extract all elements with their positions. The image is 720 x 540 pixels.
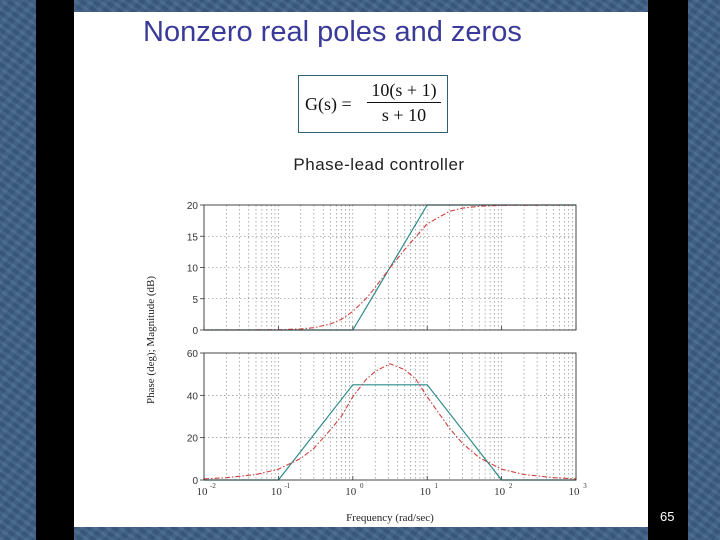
slide-number: 65	[660, 509, 675, 524]
x-tick-base: 10	[197, 486, 209, 498]
formula-fraction: 10(s + 1) s + 10	[365, 79, 443, 126]
phase-exact-curve	[203, 363, 577, 480]
y-tick-label: 15	[187, 232, 199, 243]
x-tick-exponent: 0	[360, 482, 364, 490]
y-tick-label: 10	[187, 264, 199, 275]
x-tick-base: 10	[420, 486, 432, 498]
slide-title: Nonzero real poles and zeros	[143, 16, 522, 48]
y-tick-label: 20	[187, 201, 199, 212]
x-tick-base: 10	[345, 486, 357, 498]
y-tick-label: 20	[187, 434, 199, 445]
x-tick-base: 10	[494, 486, 506, 498]
x-tick-base: 10	[569, 486, 581, 498]
chart-title: Phase-lead controller	[293, 155, 464, 174]
left-frame-bar	[36, 0, 74, 540]
y-tick-label: 5	[192, 295, 198, 306]
x-tick-exponent: -2	[210, 482, 216, 490]
phase-asymptote-curve	[204, 384, 576, 481]
y-tick-label: 40	[187, 391, 199, 402]
formula-lhs: G(s) =	[305, 94, 352, 114]
formula-numerator: 10(s + 1)	[371, 80, 437, 100]
x-tick-base: 10	[271, 486, 283, 498]
magnitude-exact-curve	[203, 204, 577, 331]
right-frame-bar	[648, 0, 688, 540]
transfer-function-box: G(s) = 10(s + 1) s + 10	[298, 75, 448, 133]
x-tick-exponent: 3	[583, 482, 587, 490]
x-tick-exponent: 2	[509, 482, 513, 490]
phase-panel-frame	[203, 352, 577, 481]
x-axis-label: Frequency (rad/sec)	[346, 512, 434, 524]
magnitude-panel-frame	[203, 204, 577, 331]
formula-denominator: s + 10	[381, 105, 427, 125]
y-tick-label: 0	[192, 326, 198, 337]
y-tick-label: 60	[187, 349, 199, 360]
fraction-bar	[367, 102, 441, 103]
y-tick-label: 0	[192, 476, 198, 487]
x-tick-exponent: -1	[284, 482, 290, 490]
x-tick-exponent: 1	[434, 482, 438, 490]
y-axis-label: Phase (deg); Magnitude (dB)	[145, 276, 157, 404]
